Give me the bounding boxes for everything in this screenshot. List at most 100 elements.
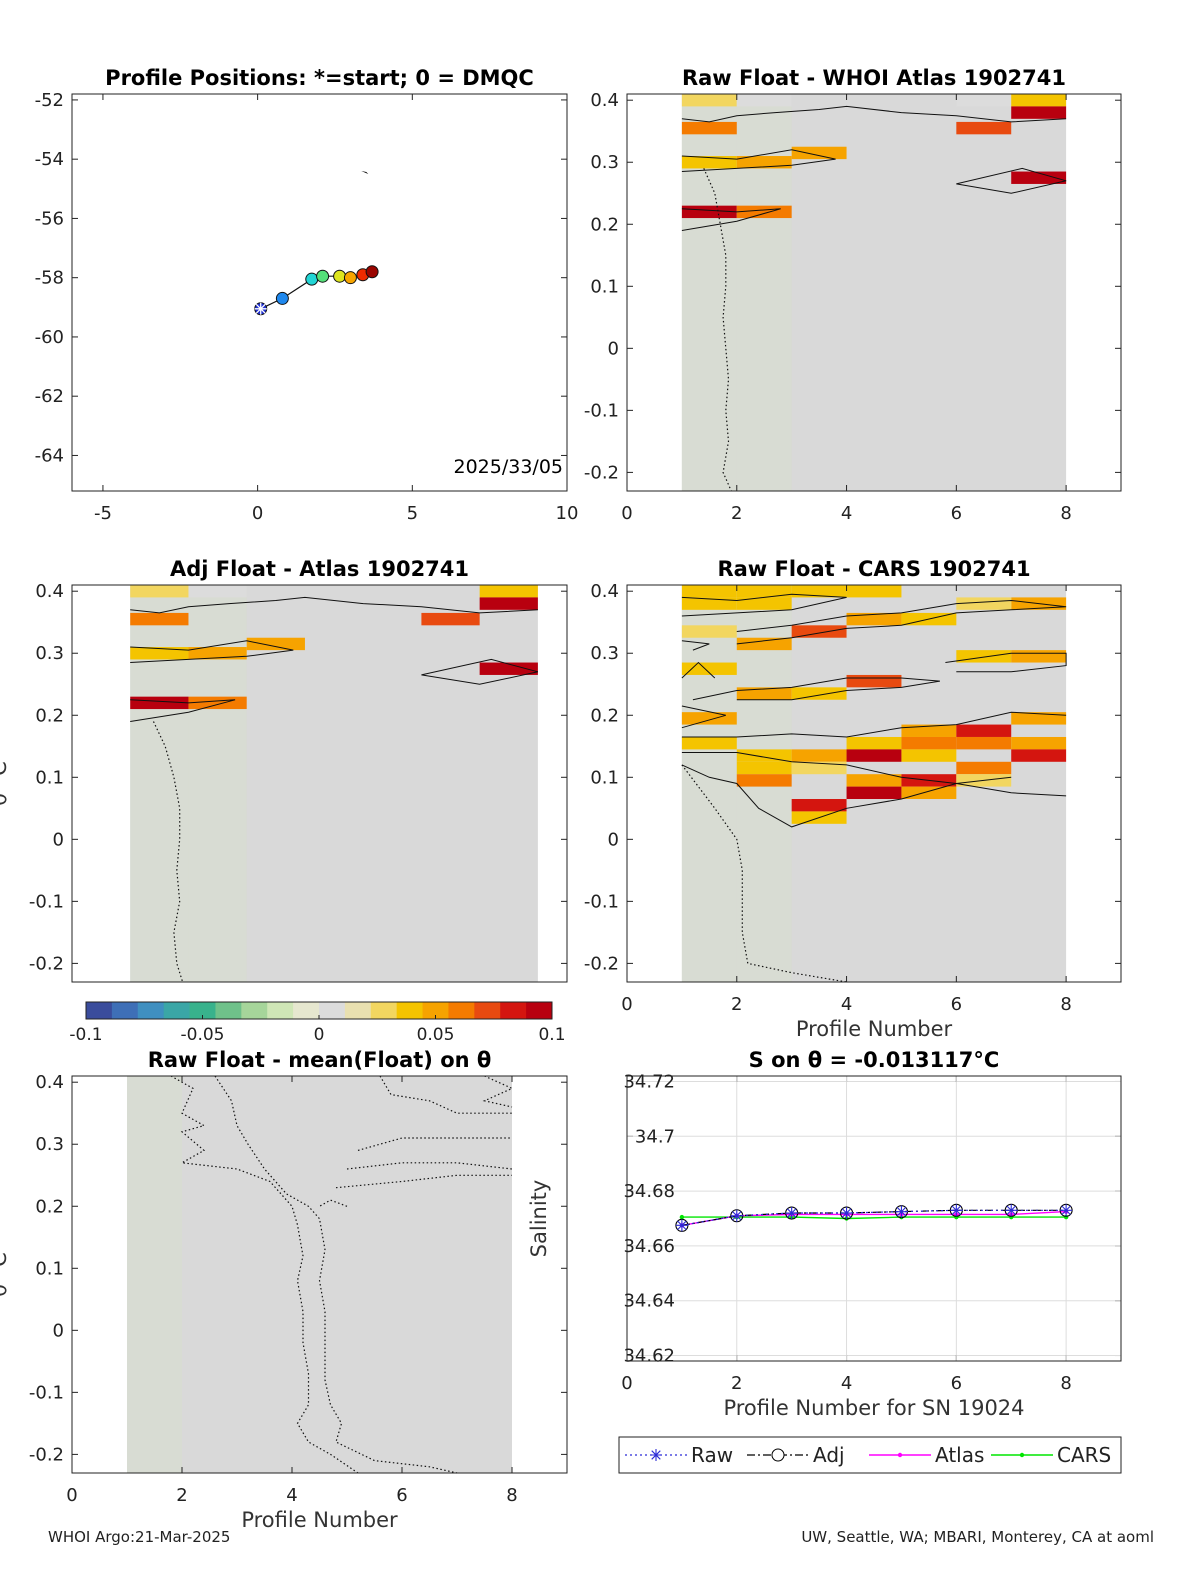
positions-panel: -52 -54 -56 -58 -60 -62 -64 -5 0 5 10 2025/33/05 Pro… — [35, 66, 579, 524]
colorbar-swatch — [422, 1002, 449, 1019]
axes-frame — [626, 1075, 1122, 1362]
y-tick-label: 0.3 — [590, 643, 619, 664]
colorbar-swatch — [111, 1002, 139, 1019]
y-tick-label: 34.68 — [623, 1181, 675, 1202]
legend-label-cars: CARS — [1057, 1443, 1111, 1467]
heatmap-cell — [791, 625, 847, 638]
heatmap-cell — [130, 612, 189, 626]
heatmap-cell — [791, 799, 847, 812]
colorbar-swatch — [448, 1002, 475, 1019]
heatmap-cell — [1011, 94, 1067, 107]
heatmap-cell — [1011, 171, 1067, 184]
colorbar-swatch — [344, 1002, 372, 1019]
x-tick-label: 0 — [66, 1485, 77, 1506]
colorbar-swatch — [241, 1002, 268, 1019]
y-tick-label: -58 — [35, 268, 64, 289]
heatmap-cell — [1011, 749, 1067, 762]
dotted-contour — [482, 1075, 514, 1108]
contour-line — [956, 167, 1067, 194]
y-tick-label: -0.1 — [584, 891, 619, 912]
salinity-panel: 34.72 34.7 34.68 34.66 34.64 34.62 0 2 4 6 8 S on θ… — [527, 1048, 1122, 1420]
y-tick-label: 34.72 — [623, 1071, 675, 1092]
heatmap-cell — [736, 597, 792, 610]
legend-label-raw: Raw — [691, 1443, 733, 1467]
series-point-raw — [950, 1204, 963, 1217]
series-point-raw — [675, 1219, 688, 1232]
heatmap-cell — [1011, 712, 1067, 725]
heatmap-cell — [246, 637, 305, 651]
x-tick-label: 10 — [556, 503, 579, 524]
contour-line — [681, 105, 1067, 123]
x-axis-label: Profile Number — [241, 1508, 398, 1532]
panel-title: Raw Float - CARS 1902741 — [717, 557, 1030, 581]
heatmap-cell — [956, 736, 1012, 750]
heatmap-cell — [901, 786, 957, 800]
heatmap-cell — [846, 674, 902, 688]
axes-frame — [626, 93, 1122, 492]
heatmap-cell — [681, 121, 737, 135]
x-tick-label: 0 — [621, 503, 632, 524]
heatmap-cell — [846, 774, 902, 787]
y-tick-label: -0.2 — [584, 462, 619, 483]
dotted-contour — [357, 1137, 512, 1151]
y-tick-label: 0.1 — [35, 767, 64, 788]
series-point-raw — [840, 1207, 853, 1220]
heatmap-cell — [901, 749, 957, 762]
date-annotation: 2025/33/05 — [453, 456, 563, 478]
y-tick-label: 0.2 — [590, 214, 619, 235]
x-tick-label: 0 — [252, 503, 263, 524]
adj-atlas-panel: 0.4 0.3 0.2 0.1 0 -0.1 -0.2 Adj Float - Atlas 1… — [0, 557, 568, 983]
dotted-contour — [214, 1075, 458, 1474]
colorbar-swatch — [137, 1002, 165, 1019]
heatmap-cell — [736, 585, 792, 598]
x-tick-label: 8 — [1060, 503, 1071, 524]
panel-title: Raw Float - WHOI Atlas 1902741 — [682, 66, 1066, 90]
y-tick-label: -62 — [35, 386, 64, 407]
contour-line — [681, 593, 847, 617]
x-tick-label: -5 — [94, 503, 112, 524]
x-tick-label: 2 — [731, 1373, 742, 1394]
contour-line — [130, 640, 294, 663]
profile-column-tint — [188, 585, 247, 982]
colorbar-swatch — [86, 1002, 113, 1019]
y-tick-label: 0 — [608, 338, 619, 359]
heatmap-cell — [479, 662, 538, 675]
heatmap-cell — [901, 736, 957, 750]
axes-frame — [71, 93, 568, 492]
y-tick-label: 0.2 — [590, 705, 619, 726]
colorbar-tick-label: -0.1 — [69, 1025, 102, 1045]
axes-background — [72, 94, 567, 491]
dotted-contour — [379, 1075, 512, 1114]
profile-marker — [343, 271, 357, 285]
axes-frame — [71, 1075, 568, 1474]
heatmap-cell — [130, 647, 189, 660]
profile-marker — [316, 269, 330, 283]
heatmap-cell — [736, 774, 792, 787]
x-axis-label: Profile Number — [796, 1017, 953, 1041]
series-point-raw — [730, 1209, 743, 1222]
heatmap-cell — [956, 724, 1012, 737]
y-tick-label: -60 — [35, 327, 64, 348]
x-tick-label: 8 — [506, 1485, 517, 1506]
contour-line — [681, 705, 726, 729]
profile-column-tint — [681, 585, 737, 982]
legend-label-adj: Adj — [813, 1443, 845, 1467]
y-tick-label: 34.66 — [623, 1236, 675, 1257]
heatmap-cell — [681, 156, 737, 169]
heatmap-cell — [791, 585, 847, 598]
footer-right: UW, Seattle, WA; MBARI, Monterey, CA at … — [801, 1528, 1154, 1546]
colorbar-tick-label: 0.05 — [417, 1025, 455, 1045]
colorbar-swatch — [215, 1002, 242, 1019]
y-axis-label: θ °C — [0, 761, 11, 806]
y-tick-label: 0.1 — [590, 767, 619, 788]
panel-title: Profile Positions: *=start; 0 = DMQC — [105, 66, 534, 90]
x-tick-label: 0 — [621, 994, 632, 1015]
y-tick-label: 0 — [53, 829, 64, 850]
y-axis-label: Salinity — [527, 1180, 551, 1258]
colorbar-swatch — [500, 1002, 527, 1019]
heatmap-cell — [681, 585, 737, 598]
series-point-raw — [895, 1205, 908, 1218]
y-tick-label: 0.4 — [590, 90, 619, 111]
dotted-contour — [703, 168, 732, 492]
